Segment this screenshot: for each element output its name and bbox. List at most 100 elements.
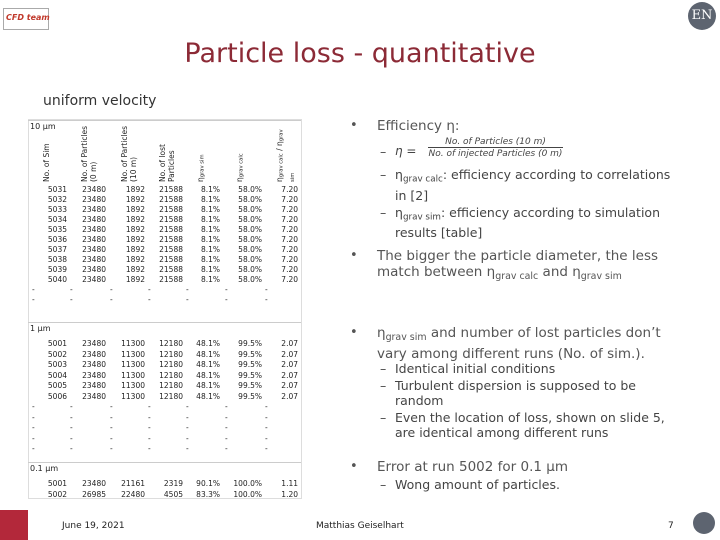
table-cell: 99.5%	[238, 349, 262, 359]
table-cell: 58.0%	[238, 195, 262, 204]
table-cell: 7.20	[281, 245, 298, 254]
table-cell: -	[186, 444, 189, 453]
table-cell: 5001	[47, 339, 67, 348]
table-cell: 8.1%	[200, 225, 220, 234]
column-header: No. of Particles (10 m)	[120, 120, 138, 182]
table-cell: 58.0%	[238, 185, 262, 194]
table-cell: -	[110, 444, 113, 453]
bullet-dot: •	[350, 118, 358, 133]
text-run: Efficiency η:	[377, 118, 460, 134]
sub-dash: –	[380, 361, 387, 376]
text-run: η	[395, 204, 403, 220]
badge	[688, 2, 716, 30]
table-cell: 8.1%	[200, 265, 220, 274]
table-cell: -	[186, 433, 189, 443]
subscript: grav calc	[238, 153, 245, 178]
section-rule	[28, 322, 301, 323]
table-cell: 8.1%	[200, 185, 220, 194]
footer-block	[0, 510, 28, 540]
text-run: η	[377, 325, 386, 341]
text-run: η	[275, 177, 284, 182]
table-cell: 58.0%	[238, 275, 262, 284]
table-cell: -	[148, 285, 151, 294]
table-cell: 5032	[47, 195, 67, 204]
table-cell: -	[186, 295, 189, 304]
table-cell: -	[70, 423, 73, 432]
table-cell: 2.07	[281, 349, 298, 359]
table-cell: -	[265, 433, 268, 443]
table-cell: -	[225, 423, 228, 432]
table-cell: 99.5%	[238, 381, 262, 390]
table-cell: 5001	[47, 479, 67, 488]
bullet-text: Efficiency η:	[377, 118, 677, 134]
table-cell: 8.1%	[200, 245, 220, 254]
sub-bullet-text: Wong amount of particles.	[395, 477, 677, 492]
table-cell: 100.0%	[233, 479, 262, 488]
table-cell: 5033	[47, 205, 67, 214]
table-cell: -	[110, 433, 113, 443]
bullet-text: ηgrav sim and number of lost particles d…	[377, 325, 677, 362]
table-cell: -	[225, 444, 228, 453]
table-cell: 12180	[159, 391, 183, 401]
table-cell: -	[265, 412, 268, 422]
table-cell: 5036	[47, 235, 67, 244]
section-rule	[28, 120, 301, 121]
formula-den: No. of injected Particles (0 m)	[428, 149, 563, 159]
table-cell: 21588	[159, 205, 183, 214]
table-cell: -	[70, 402, 73, 411]
table-cell: 23480	[82, 360, 106, 369]
sub-dash: –	[380, 204, 387, 220]
table-cell: 2.07	[281, 360, 298, 369]
table-cell: 21588	[159, 275, 183, 284]
table-cell: 21161	[121, 479, 145, 488]
sub-dash: –	[380, 410, 387, 425]
table-cell: 21588	[159, 225, 183, 234]
table-cell: 5037	[47, 245, 67, 254]
table-cell: 11300	[121, 391, 145, 401]
table-cell: 23480	[82, 370, 106, 380]
table-cell: 5035	[47, 225, 67, 234]
subscript: grav sim	[199, 154, 206, 178]
text-run: Error at run 5002 for 0.1 µm	[377, 459, 569, 475]
column-header: ηgrav calc / ηgrav sim	[275, 120, 298, 182]
table-cell: 99.5%	[238, 370, 262, 380]
table-cell: -	[70, 412, 73, 422]
bullet-dot: •	[350, 459, 358, 474]
table-cell: -	[32, 423, 35, 432]
table-cell: 48.1%	[196, 349, 220, 359]
table-cell: 5004	[47, 370, 67, 380]
table-cell: -	[148, 402, 151, 411]
table-cell: -	[70, 295, 73, 304]
sub-bullet-text: ηgrav calc: efficiency according to corr…	[395, 167, 677, 203]
bullet-dot: •	[350, 325, 358, 340]
table-cell: 1.11	[281, 479, 298, 488]
table-cell: -	[32, 285, 35, 294]
subscript: grav calc	[278, 153, 285, 178]
table-cell: 23480	[82, 391, 106, 401]
column-header: No. of Particles (0 m)	[80, 120, 98, 182]
table-cell: -	[32, 444, 35, 453]
table-cell: -	[265, 295, 268, 304]
sub-dash: –	[380, 378, 387, 393]
table-cell: 1892	[125, 215, 145, 224]
table-cell: 12180	[159, 381, 183, 390]
title: Particle loss - quantitative	[184, 38, 536, 69]
table-cell: 1892	[125, 245, 145, 254]
section-label: 10 µm	[30, 122, 56, 131]
table-cell: -	[148, 423, 151, 432]
table-cell: 23480	[82, 205, 106, 214]
table-cell: 8.1%	[200, 205, 220, 214]
table-cell: 23480	[82, 255, 106, 264]
table-cell: -	[265, 444, 268, 453]
subscript: grav sim	[402, 212, 441, 223]
table-cell: -	[32, 412, 35, 422]
badge-text: EN	[691, 8, 713, 23]
table-cell: 23480	[82, 339, 106, 348]
table-cell: 99.5%	[238, 339, 262, 348]
table-cell: 1892	[125, 255, 145, 264]
table-cell: 1892	[125, 275, 145, 284]
table-cell: 5034	[47, 215, 67, 224]
table-cell: 12180	[159, 339, 183, 348]
table-cell: 8.1%	[200, 235, 220, 244]
